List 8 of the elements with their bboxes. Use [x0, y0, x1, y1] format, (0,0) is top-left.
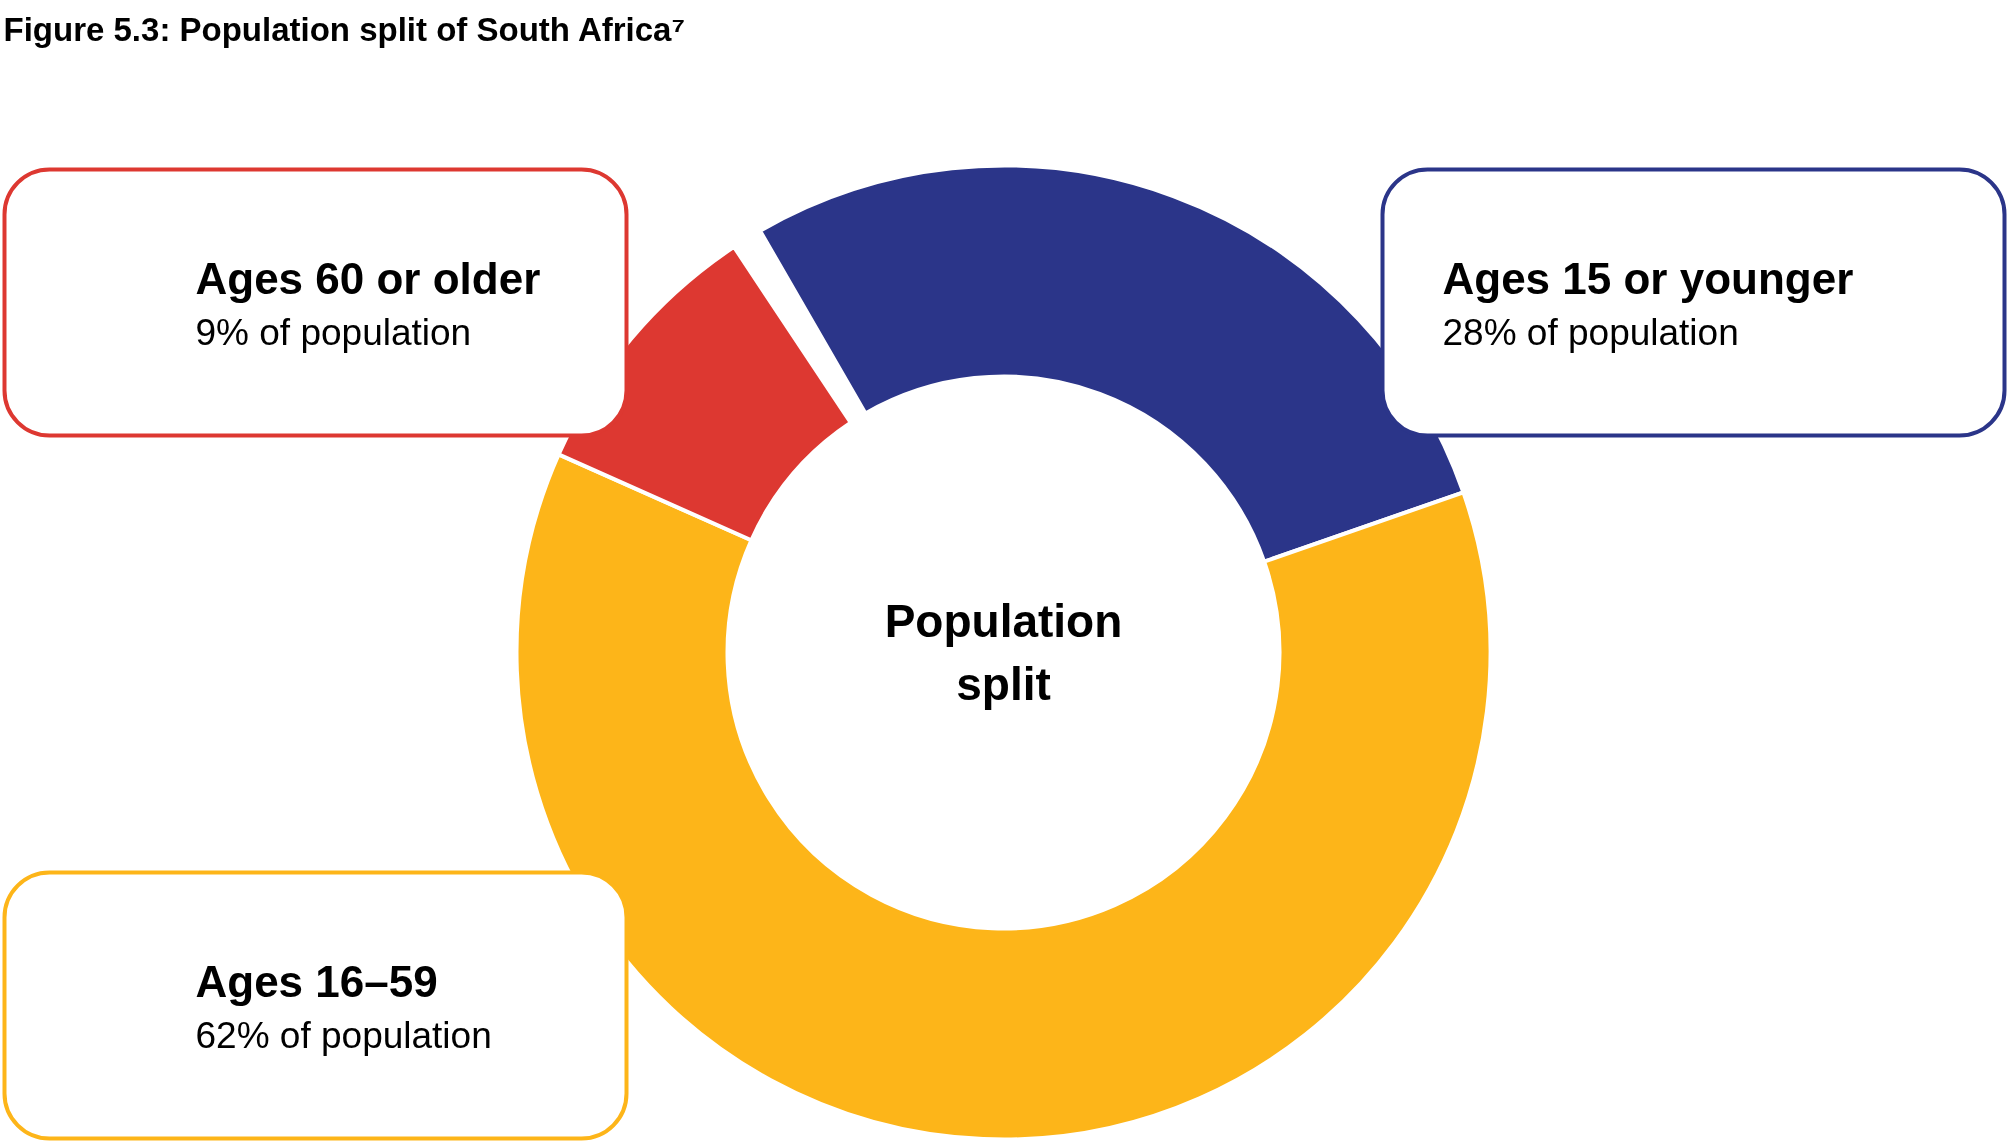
chart-title: Figure 5.3: Population split of South Africa⁷ [3, 10, 686, 48]
data-label: 28% of population [1442, 312, 1739, 353]
data-label: 9% of population [195, 312, 472, 353]
slice-label: Ages 16–59 [195, 957, 438, 1006]
text: Population split [884, 595, 1123, 710]
slice-label: Ages 15 or younger [1442, 254, 1854, 303]
slice-label: Ages 60 or older [195, 254, 541, 303]
data-label: 62% of population [195, 1015, 492, 1056]
